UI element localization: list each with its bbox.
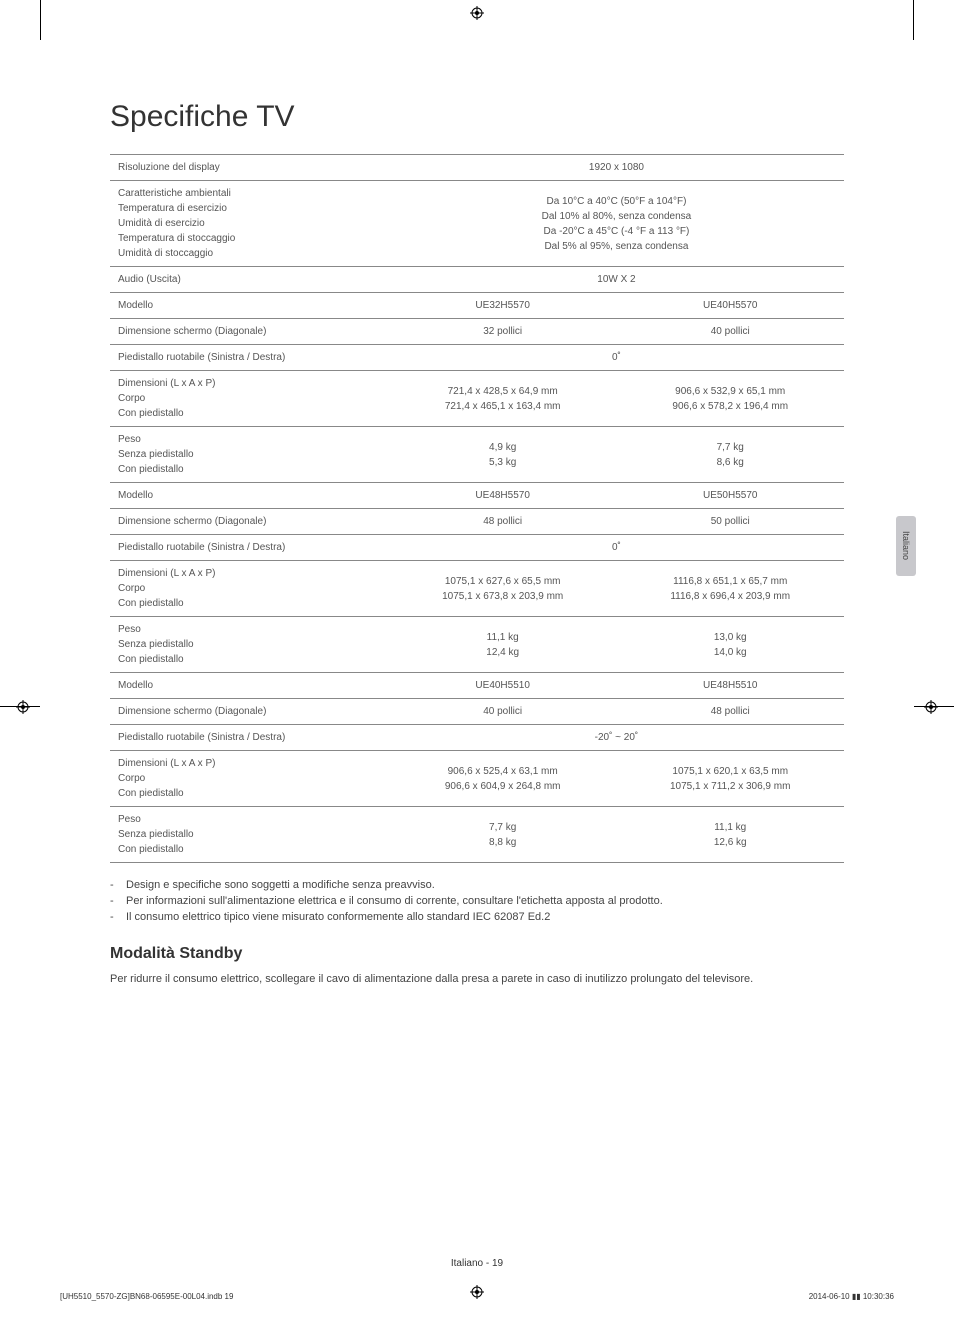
registration-mark-icon xyxy=(16,700,30,714)
spec-value: 10W X 2 xyxy=(389,267,844,293)
spec-value-left: 40 pollici xyxy=(389,699,617,725)
spec-value-right: 1075,1 x 620,1 x 63,5 mm1075,1 x 711,2 x… xyxy=(616,751,844,807)
spec-label: Piedistallo ruotabile (Sinistra / Destra… xyxy=(110,345,389,371)
table-row: PesoSenza piedistalloCon piedistallo11,1… xyxy=(110,617,844,673)
registration-mark-icon xyxy=(470,6,484,20)
table-row: Dimensioni (L x A x P)CorpoCon piedistal… xyxy=(110,561,844,617)
spec-label: Risoluzione del display xyxy=(110,155,389,181)
spec-label: Dimensione schermo (Diagonale) xyxy=(110,509,389,535)
spec-label: Dimensioni (L x A x P)CorpoCon piedistal… xyxy=(110,371,389,427)
spec-value: 0˚ xyxy=(389,535,844,561)
spec-label: PesoSenza piedistalloCon piedistallo xyxy=(110,617,389,673)
spec-value-left: 32 pollici xyxy=(389,319,617,345)
spec-label: Dimensione schermo (Diagonale) xyxy=(110,319,389,345)
standby-heading: Modalità Standby xyxy=(110,945,844,963)
language-tab-label: Italiano xyxy=(901,531,911,560)
table-row: ModelloUE40H5510UE48H5510 xyxy=(110,673,844,699)
spec-value-right: UE50H5570 xyxy=(616,483,844,509)
spec-value-right: 7,7 kg8,6 kg xyxy=(616,427,844,483)
table-row: Dimensioni (L x A x P)CorpoCon piedistal… xyxy=(110,371,844,427)
spec-value-right: UE48H5510 xyxy=(616,673,844,699)
spec-value-right: 13,0 kg14,0 kg xyxy=(616,617,844,673)
language-tab: Italiano xyxy=(896,516,916,576)
spec-label: Modello xyxy=(110,483,389,509)
spec-value-right: 906,6 x 532,9 x 65,1 mm906,6 x 578,2 x 1… xyxy=(616,371,844,427)
spec-label: Piedistallo ruotabile (Sinistra / Destra… xyxy=(110,535,389,561)
spec-value-left: 1075,1 x 627,6 x 65,5 mm1075,1 x 673,8 x… xyxy=(389,561,617,617)
spec-value-left: 4,9 kg5,3 kg xyxy=(389,427,617,483)
spec-value-left: 11,1 kg12,4 kg xyxy=(389,617,617,673)
spec-label: Audio (Uscita) xyxy=(110,267,389,293)
registration-mark-icon xyxy=(470,1285,484,1299)
spec-label: Dimensioni (L x A x P)CorpoCon piedistal… xyxy=(110,561,389,617)
spec-value-right: 50 pollici xyxy=(616,509,844,535)
spec-label: Modello xyxy=(110,673,389,699)
spec-value-right: UE40H5570 xyxy=(616,293,844,319)
table-row: Dimensione schermo (Diagonale)32 pollici… xyxy=(110,319,844,345)
spec-value-left: UE48H5570 xyxy=(389,483,617,509)
table-row: ModelloUE32H5570UE40H5570 xyxy=(110,293,844,319)
spec-value-left: UE40H5510 xyxy=(389,673,617,699)
table-row: Audio (Uscita)10W X 2 xyxy=(110,267,844,293)
spec-label: Piedistallo ruotabile (Sinistra / Destra… xyxy=(110,725,389,751)
table-row: Piedistallo ruotabile (Sinistra / Destra… xyxy=(110,535,844,561)
registration-mark-icon xyxy=(924,700,938,714)
table-row: PesoSenza piedistalloCon piedistallo7,7 … xyxy=(110,807,844,863)
footer-right: 2014-06-10 ▮▮ 10:30:36 xyxy=(809,1292,894,1301)
spec-value-right: 48 pollici xyxy=(616,699,844,725)
table-row: ModelloUE48H5570UE50H5570 xyxy=(110,483,844,509)
spec-value-left: UE32H5570 xyxy=(389,293,617,319)
table-row: Risoluzione del display1920 x 1080 xyxy=(110,155,844,181)
table-row: Piedistallo ruotabile (Sinistra / Destra… xyxy=(110,345,844,371)
spec-label: Modello xyxy=(110,293,389,319)
notes-list: Design e specifiche sono soggetti a modi… xyxy=(110,877,844,925)
note-item: Per informazioni sull'alimentazione elet… xyxy=(110,893,844,909)
spec-label: PesoSenza piedistalloCon piedistallo xyxy=(110,807,389,863)
page-content: Specifiche TV Risoluzione del display192… xyxy=(0,0,954,1048)
spec-label: Dimensioni (L x A x P)CorpoCon piedistal… xyxy=(110,751,389,807)
standby-text: Per ridurre il consumo elettrico, scolle… xyxy=(110,971,844,988)
spec-value-right: 11,1 kg12,6 kg xyxy=(616,807,844,863)
spec-value-left: 7,7 kg8,8 kg xyxy=(389,807,617,863)
spec-value: 0˚ xyxy=(389,345,844,371)
page-number: Italiano - 19 xyxy=(0,1258,954,1269)
spec-label: Caratteristiche ambientaliTemperatura di… xyxy=(110,181,389,267)
specs-table: Risoluzione del display1920 x 1080Caratt… xyxy=(110,154,844,863)
table-row: Dimensione schermo (Diagonale)40 pollici… xyxy=(110,699,844,725)
table-row: Dimensioni (L x A x P)CorpoCon piedistal… xyxy=(110,751,844,807)
spec-value-left: 906,6 x 525,4 x 63,1 mm906,6 x 604,9 x 2… xyxy=(389,751,617,807)
table-row: Dimensione schermo (Diagonale)48 pollici… xyxy=(110,509,844,535)
spec-value-right: 1116,8 x 651,1 x 65,7 mm1116,8 x 696,4 x… xyxy=(616,561,844,617)
table-row: Caratteristiche ambientaliTemperatura di… xyxy=(110,181,844,267)
spec-value-left: 721,4 x 428,5 x 64,9 mm721,4 x 465,1 x 1… xyxy=(389,371,617,427)
spec-value: Da 10°C a 40°C (50°F a 104°F)Dal 10% al … xyxy=(389,181,844,267)
table-row: Piedistallo ruotabile (Sinistra / Destra… xyxy=(110,725,844,751)
spec-value: -20˚ ~ 20˚ xyxy=(389,725,844,751)
table-row: PesoSenza piedistalloCon piedistallo4,9 … xyxy=(110,427,844,483)
note-item: Il consumo elettrico tipico viene misura… xyxy=(110,909,844,925)
spec-value-right: 40 pollici xyxy=(616,319,844,345)
page-title: Specifiche TV xyxy=(110,100,844,134)
spec-label: PesoSenza piedistalloCon piedistallo xyxy=(110,427,389,483)
spec-value: 1920 x 1080 xyxy=(389,155,844,181)
note-item: Design e specifiche sono soggetti a modi… xyxy=(110,877,844,893)
spec-label: Dimensione schermo (Diagonale) xyxy=(110,699,389,725)
spec-value-left: 48 pollici xyxy=(389,509,617,535)
footer-left: [UH5510_5570-ZG]BN68-06595E-00L04.indb 1… xyxy=(60,1292,233,1301)
